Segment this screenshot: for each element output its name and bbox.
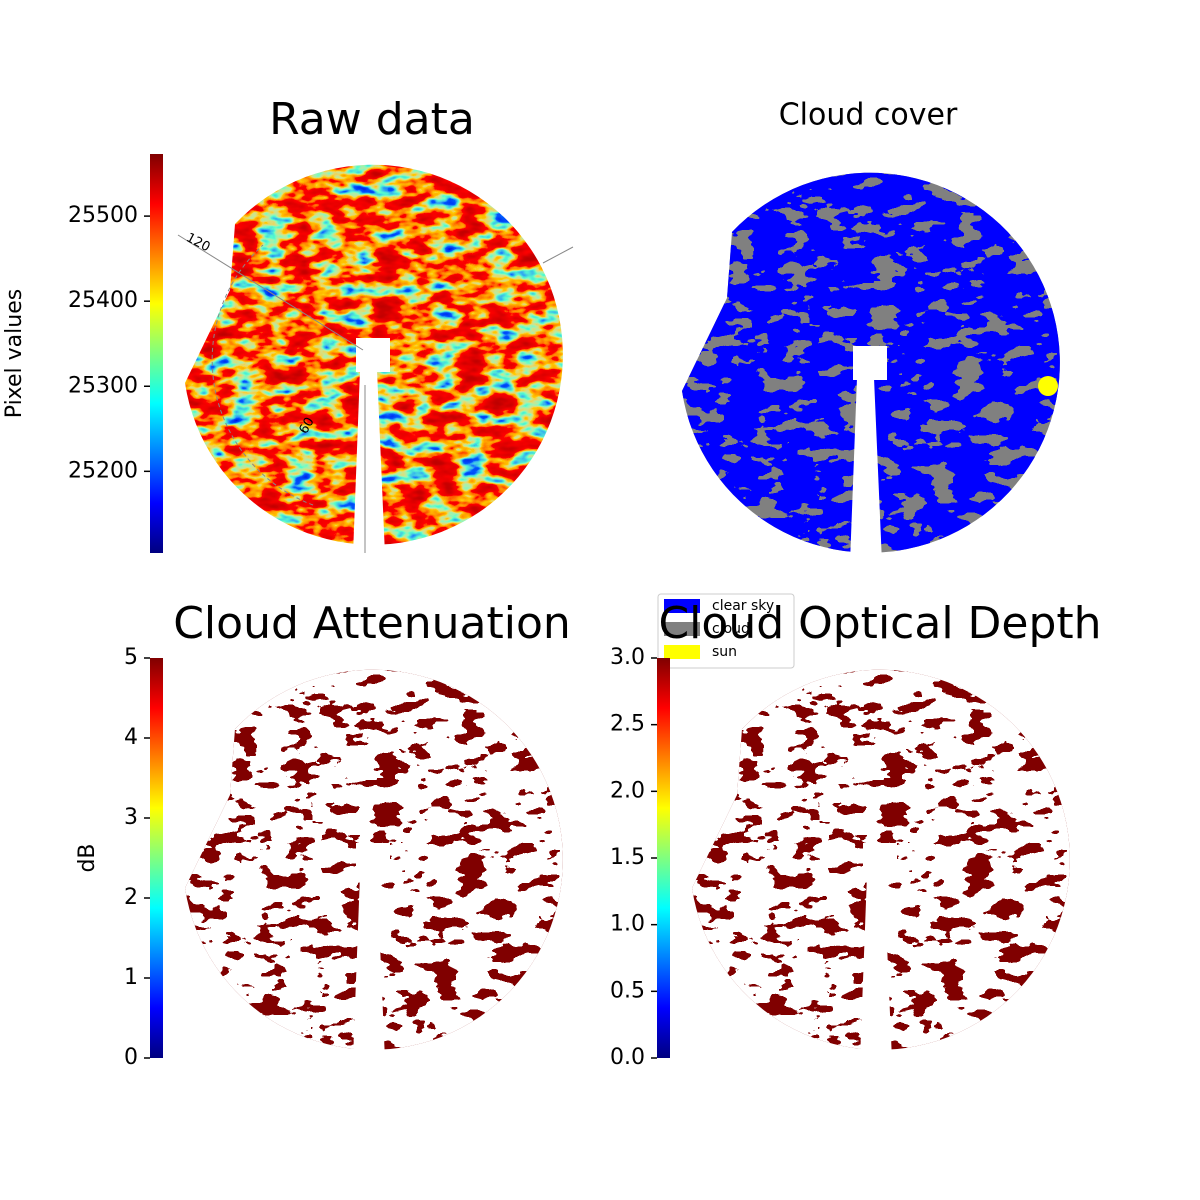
polar-label: 60 [297, 415, 318, 437]
panel: 120 60 Raw data 25200 25300 25400 25500 Pixel v… [2, 94, 574, 555]
legend-label: cloud [712, 621, 750, 637]
colorbar-tick-label: 5 [124, 645, 138, 670]
panel-title: Cloud Optical Depth [658, 598, 1101, 649]
legend-swatch [664, 645, 700, 659]
legend: clear sky cloud sun [657, 593, 795, 669]
panel-title: Cloud cover [779, 98, 958, 133]
colorbar-tick-label: 25400 [68, 288, 138, 313]
colorbar-tick-label: 4 [124, 725, 138, 750]
legend-label: clear sky [712, 598, 774, 614]
mask-square [356, 843, 390, 877]
image [692, 669, 1070, 1060]
mask-arm [353, 370, 385, 555]
polar-grid [542, 246, 574, 264]
image [682, 172, 1060, 563]
colorbar-tick-label: 25300 [68, 373, 138, 398]
colorbar-tick-label: 2 [124, 885, 138, 910]
mask-square [863, 843, 897, 877]
polar-grid [177, 234, 364, 351]
colorbar-label: dB [75, 843, 100, 872]
colorbar-tick-label: 1 [124, 965, 138, 990]
mask-arm [860, 875, 892, 1060]
colorbar-tick-label: 2.5 [610, 712, 645, 737]
panel-title: Raw data [269, 94, 475, 145]
legend-label: sun [712, 644, 737, 660]
colorbar-label: Pixel values [2, 289, 27, 418]
mask-arm [353, 875, 385, 1060]
mask-arm [850, 378, 882, 563]
colorbar-tick-label: 3.0 [610, 645, 645, 670]
panel: Cloud Optical Depth 0.0 0.5 1.0 1.5 2.0 2.5 3.0 [610, 598, 1102, 1070]
colorbar-tick-label: 25200 [68, 458, 138, 483]
polar-label: 120 [183, 230, 212, 255]
colorbar [150, 658, 163, 1058]
panel: Cloud cover [682, 98, 1060, 563]
colorbar-tick-label: 2.0 [610, 778, 645, 803]
colorbar [150, 154, 163, 553]
colorbar-tick-label: 3 [124, 805, 138, 830]
colorbar [657, 658, 670, 1058]
colorbar-tick-label: 1.0 [610, 912, 645, 937]
colorbar-tick-label: 0.5 [610, 978, 645, 1003]
colorbar-tick-label: 0 [124, 1045, 138, 1070]
panel: Cloud Attenuation 0 1 2 3 4 5 dB [75, 598, 571, 1070]
colorbar-tick-label: 25500 [68, 203, 138, 228]
panel-title: Cloud Attenuation [173, 598, 571, 649]
legend-swatch [664, 622, 700, 636]
legend-swatch [664, 599, 700, 613]
mask-square [853, 346, 887, 380]
colorbar-tick-label: 1.5 [610, 845, 645, 870]
mask-square [356, 338, 390, 372]
image [185, 669, 563, 1060]
sun-marker [1038, 376, 1058, 396]
image: 120 60 [177, 164, 574, 555]
colorbar-tick-label: 0.0 [610, 1045, 645, 1070]
